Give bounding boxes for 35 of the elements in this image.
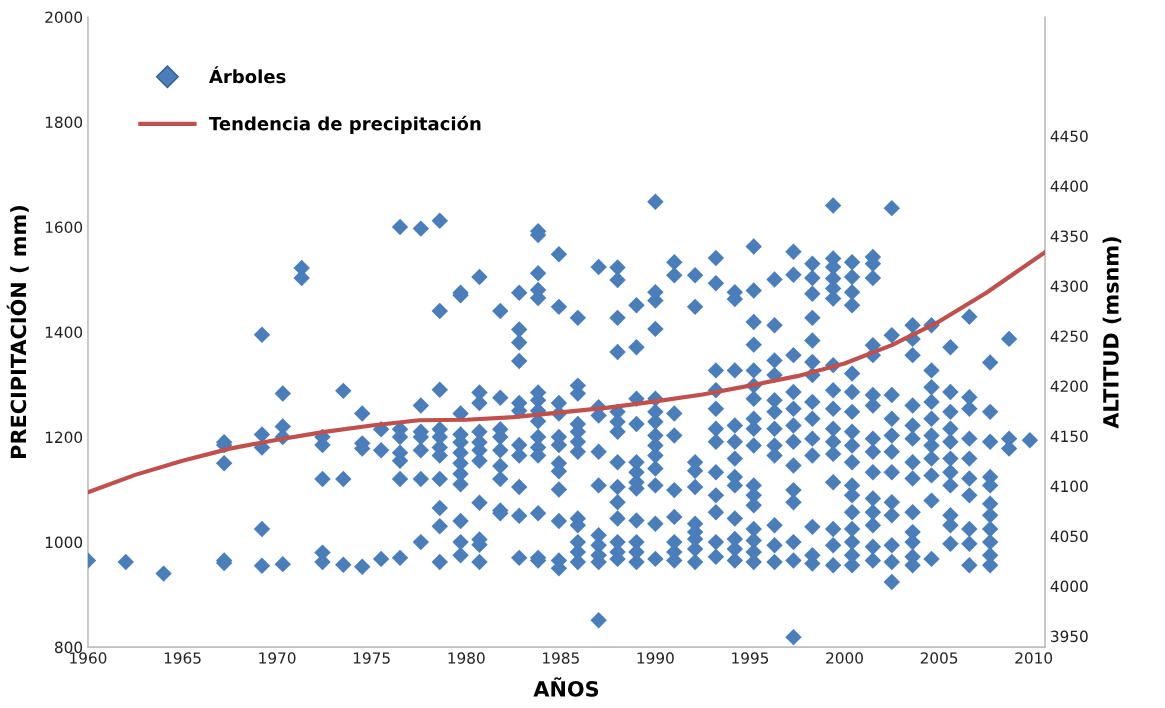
y2-tick-label: 4450 [1050, 130, 1088, 143]
x-tick-label: 1990 [637, 652, 674, 664]
y2-axis-title: ALTITUD (msnm) [1102, 237, 1122, 429]
x-tick-label: 1975 [353, 652, 390, 664]
y2-tick-label: 3950 [1051, 630, 1088, 643]
x-tick-label: 2000 [826, 652, 863, 664]
legend-label: Árboles [209, 66, 286, 84]
y-axis-title: PRECIPITACIÓN ( mm) [6, 206, 29, 458]
y-tick-label: 1400 [45, 326, 83, 339]
x-tick-label: 1960 [70, 652, 107, 664]
y2-tick-label: 4200 [1050, 380, 1088, 393]
x-tick-label: 1965 [164, 652, 201, 664]
x-axis-title: AÑOS [533, 677, 599, 697]
legend-label: Tendencia de precipitación [209, 115, 481, 134]
y-tick-label: 1600 [45, 221, 83, 234]
y2-tick-label: 4300 [1050, 280, 1088, 293]
y-tick-label: 1000 [45, 536, 83, 549]
x-tick-label: 1995 [732, 652, 769, 664]
y2-tick-label: 4100 [1050, 480, 1088, 493]
x-tick-label: 1985 [543, 652, 579, 664]
y-tick-label: 800 [54, 641, 83, 654]
y2-tick-label: 4150 [1050, 430, 1088, 443]
x-tick-label: 1970 [259, 652, 296, 664]
y-tick-label: 2000 [45, 11, 83, 24]
y-tick-label: 1200 [45, 431, 83, 444]
line-series [87, 250, 1045, 495]
y2-tick-label: 4000 [1050, 580, 1088, 593]
x-tick-label: 2005 [920, 652, 958, 664]
y2-tick-label: 4400 [1050, 180, 1088, 193]
y2-tick-label: 4350 [1050, 230, 1088, 243]
y2-tick-label: 4250 [1050, 330, 1088, 343]
x-tick-label: 2010 [1015, 652, 1053, 664]
x-tick-label: 1980 [448, 652, 485, 664]
y2-tick-label: 4050 [1050, 530, 1088, 543]
y-tick-label: 1800 [45, 116, 83, 129]
